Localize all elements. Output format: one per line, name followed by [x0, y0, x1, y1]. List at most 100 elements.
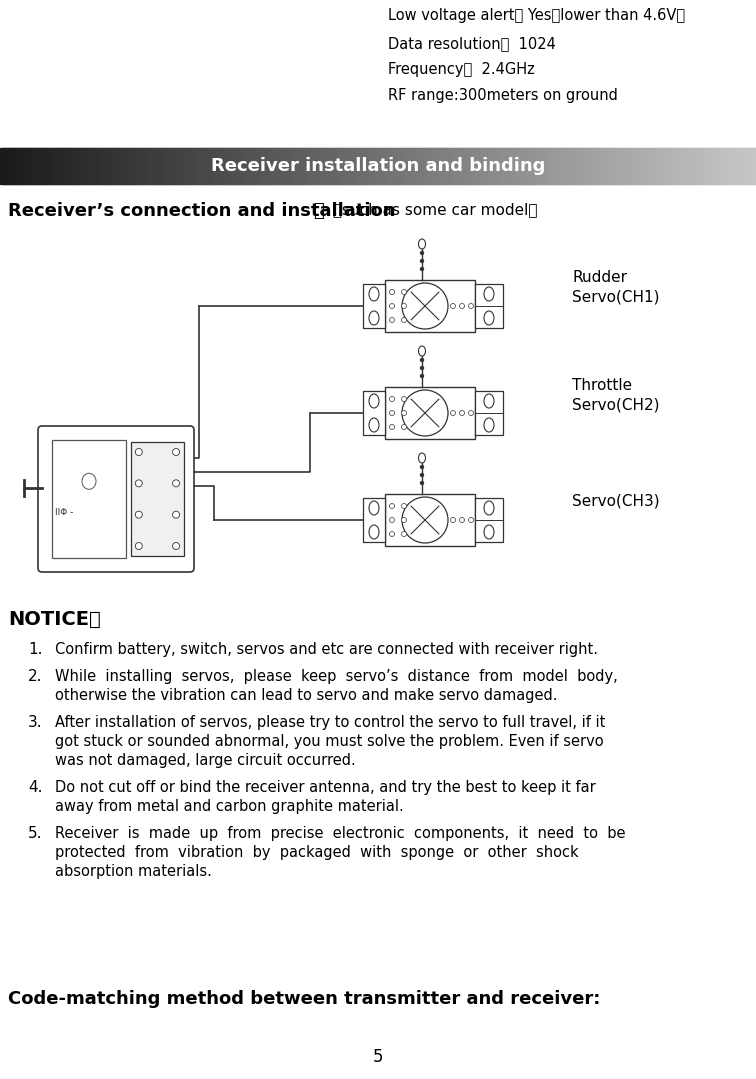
Bar	[244, 148, 249, 185]
Bar	[274, 148, 279, 185]
Bar	[482, 148, 485, 185]
Bar	[202, 148, 206, 185]
Circle shape	[401, 504, 407, 508]
Bar	[197, 148, 200, 185]
Bar	[20, 148, 24, 185]
Bar	[537, 148, 541, 185]
Bar	[93, 148, 98, 185]
Circle shape	[401, 289, 407, 295]
Circle shape	[389, 410, 395, 415]
Bar	[318, 148, 321, 185]
Bar	[658, 148, 662, 185]
Bar	[66, 148, 70, 185]
Text: Receiver  is  made  up  from  precise  electronic  components,  it  need  to  be: Receiver is made up from precise electro…	[55, 827, 625, 841]
Bar	[461, 148, 465, 185]
Bar	[385, 279, 475, 332]
Bar	[30, 148, 34, 185]
Bar	[516, 148, 521, 185]
Bar	[262, 148, 266, 185]
Bar	[249, 148, 253, 185]
Circle shape	[420, 260, 423, 262]
Bar	[85, 148, 90, 185]
Circle shape	[420, 358, 423, 361]
Bar	[754, 148, 756, 185]
Bar	[181, 148, 185, 185]
Bar	[716, 148, 720, 185]
Bar	[637, 148, 642, 185]
Bar	[295, 148, 299, 185]
Bar	[323, 148, 327, 185]
Bar	[475, 391, 503, 435]
Circle shape	[389, 518, 395, 522]
Bar	[48, 148, 52, 185]
Circle shape	[172, 449, 180, 455]
Bar	[519, 148, 523, 185]
Bar	[52, 440, 126, 558]
Bar	[693, 148, 697, 185]
Bar	[358, 148, 362, 185]
Ellipse shape	[419, 346, 426, 356]
Bar	[330, 148, 334, 185]
Bar	[497, 148, 500, 185]
Bar	[559, 148, 563, 185]
Bar	[418, 148, 423, 185]
Bar	[686, 148, 689, 185]
Bar	[63, 148, 67, 185]
Text: Code-matching method between transmitter and receiver:: Code-matching method between transmitter…	[8, 991, 600, 1008]
Bar	[544, 148, 548, 185]
Bar	[426, 148, 430, 185]
Bar	[627, 148, 631, 185]
Text: got stuck or sounded abnormal, you must solve the problem. Even if servo: got stuck or sounded abnormal, you must …	[55, 734, 603, 749]
Text: Rudder: Rudder	[572, 270, 627, 285]
Bar	[587, 148, 591, 185]
Bar	[736, 148, 740, 185]
Bar	[509, 148, 513, 185]
Ellipse shape	[484, 287, 494, 301]
Bar	[696, 148, 699, 185]
Text: 2.: 2.	[28, 669, 42, 684]
Bar	[156, 148, 160, 185]
Bar	[187, 148, 191, 185]
Bar	[486, 148, 491, 185]
Text: （such as some car model）: （such as some car model）	[328, 202, 538, 217]
Bar	[577, 148, 581, 185]
Bar	[212, 148, 215, 185]
Bar	[463, 148, 468, 185]
Text: Data resolution：  1024: Data resolution： 1024	[388, 36, 556, 51]
Text: 1.: 1.	[28, 642, 42, 657]
Bar	[612, 148, 616, 185]
Bar	[363, 498, 385, 542]
Ellipse shape	[369, 311, 379, 325]
Circle shape	[135, 511, 142, 518]
Bar	[479, 148, 483, 185]
Bar	[421, 148, 425, 185]
Bar	[257, 148, 261, 185]
Ellipse shape	[419, 453, 426, 463]
Bar	[630, 148, 634, 185]
Text: After installation of servos, please try to control the servo to full travel, if: After installation of servos, please try…	[55, 715, 606, 730]
Bar	[395, 148, 400, 185]
Bar	[603, 148, 606, 185]
Bar	[388, 148, 392, 185]
Circle shape	[420, 474, 423, 477]
Bar	[342, 148, 347, 185]
Bar	[733, 148, 737, 185]
Bar	[285, 148, 289, 185]
Ellipse shape	[82, 474, 96, 489]
Bar	[333, 148, 336, 185]
Bar	[76, 148, 79, 185]
Bar	[335, 148, 339, 185]
Bar	[113, 148, 117, 185]
Text: Frequency：  2.4GHz: Frequency： 2.4GHz	[388, 62, 534, 77]
Bar	[499, 148, 503, 185]
Bar	[338, 148, 342, 185]
Ellipse shape	[369, 501, 379, 515]
Bar	[565, 148, 569, 185]
Circle shape	[420, 367, 423, 369]
Circle shape	[389, 289, 395, 295]
Bar	[512, 148, 516, 185]
Bar	[300, 148, 304, 185]
Text: was not damaged, large circuit occurred.: was not damaged, large circuit occurred.	[55, 753, 356, 768]
Circle shape	[401, 317, 407, 323]
Bar	[302, 148, 306, 185]
